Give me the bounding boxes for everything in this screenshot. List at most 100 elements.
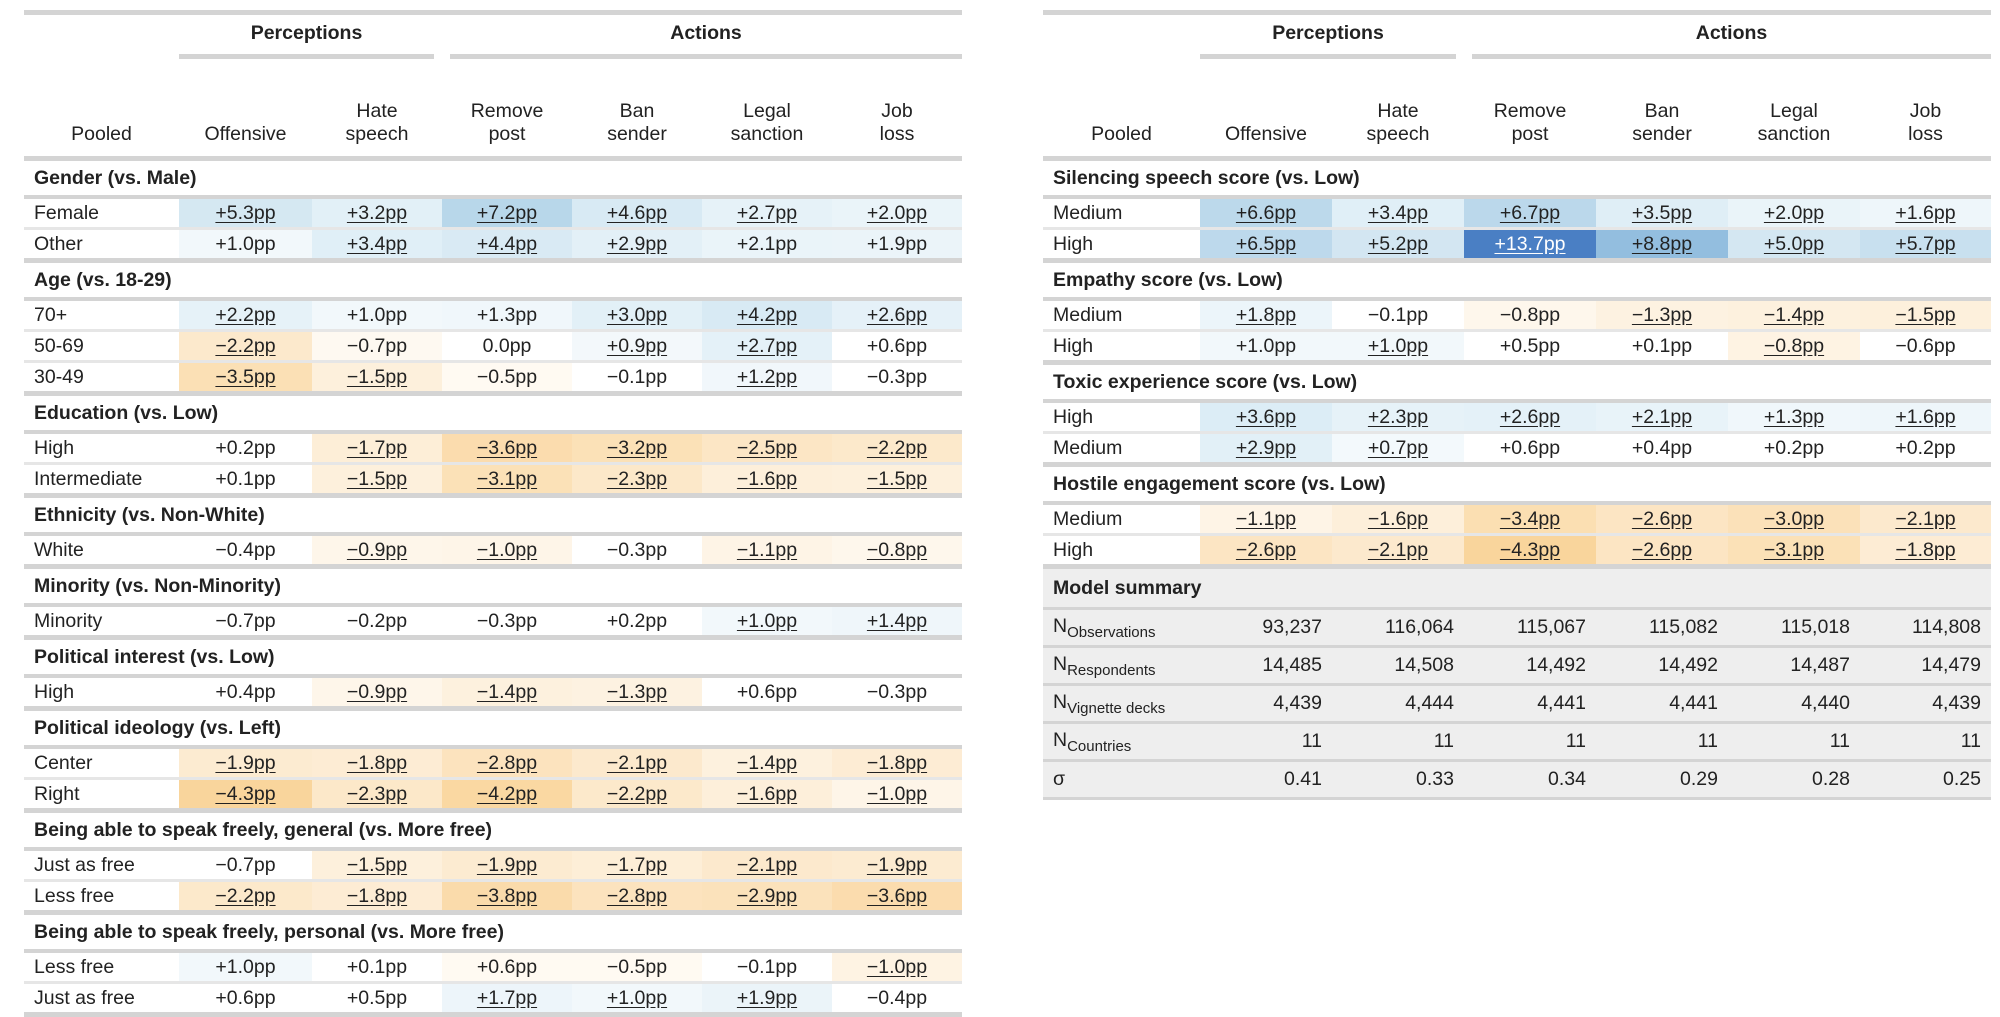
effect-cell: +0.6pp	[702, 676, 832, 711]
effect-cell: +1.2pp	[702, 361, 832, 396]
effect-value: −1.4pp	[476, 680, 538, 703]
effect-value: −2.1pp	[736, 853, 798, 876]
effect-value: −2.1pp	[1367, 538, 1429, 561]
effect-value: −0.7pp	[346, 334, 408, 357]
effect-value: +0.1pp	[1631, 334, 1693, 357]
effect-cell: −0.8pp	[1464, 299, 1596, 332]
column-header-pooled: Pooled	[1043, 65, 1200, 161]
effect-cell: +0.2pp	[1860, 432, 1991, 467]
effect-cell: +0.2pp	[179, 432, 312, 465]
effect-value: −2.5pp	[736, 436, 798, 459]
effect-value: −2.3pp	[346, 782, 408, 805]
summary-header-row: Model summary	[1043, 566, 1991, 610]
summary-row: NObservations 93,237 116,064 115,067 115,082…	[1043, 608, 1991, 648]
summary-label-main: σ	[1053, 768, 1066, 790]
effect-cell: −1.4pp	[442, 676, 572, 711]
column-header: Remove post	[1464, 65, 1596, 161]
effect-cell: +3.4pp	[312, 228, 442, 263]
section-title: Hostile engagement score (vs. Low)	[1043, 464, 1991, 505]
effect-value: −1.4pp	[736, 751, 798, 774]
summary-value: 0.28	[1728, 760, 1860, 800]
section-header-row: Minority (vs. Non-Minority)	[24, 566, 962, 607]
effect-cell: −3.8pp	[442, 880, 572, 915]
group-header-perceptions: Perceptions	[179, 15, 442, 65]
section-header-row: Ethnicity (vs. Non-White)	[24, 495, 962, 536]
effect-value: +5.2pp	[1367, 232, 1429, 255]
effect-cell: −2.2pp	[179, 330, 312, 363]
table-row: 30-49 −3.5pp −1.5pp −0.5pp −0.1pp +1.2pp −0.3p…	[24, 361, 962, 396]
summary-value: 115,067	[1464, 608, 1596, 648]
summary-value: 11	[1464, 722, 1596, 762]
summary-value: 115,018	[1728, 608, 1860, 648]
effect-value: +0.4pp	[1631, 436, 1693, 459]
effect-cell: +13.7pp	[1464, 228, 1596, 263]
effect-value: −3.2pp	[606, 436, 668, 459]
effect-cell: −1.0pp	[832, 778, 962, 813]
effect-cell: +3.5pp	[1596, 197, 1728, 230]
effect-value: +1.7pp	[476, 986, 538, 1009]
effect-cell: −1.8pp	[312, 747, 442, 780]
effect-value: −2.2pp	[606, 782, 668, 805]
summary-value: 114,808	[1860, 608, 1991, 648]
section-title: Political ideology (vs. Left)	[24, 708, 962, 749]
effect-cell: +2.9pp	[572, 228, 702, 263]
effect-value: +2.7pp	[736, 201, 798, 224]
effect-cell: −2.1pp	[1860, 503, 1991, 536]
effect-value: −1.4pp	[1763, 303, 1825, 326]
summary-label-subscript: Vignette decks	[1067, 699, 1166, 717]
row-label: High	[24, 432, 179, 465]
effect-value: −0.4pp	[215, 538, 276, 561]
row-label: High	[1043, 228, 1200, 263]
effect-cell: −1.1pp	[702, 534, 832, 569]
section-header-row: Political interest (vs. Low)	[24, 637, 962, 678]
effect-value: −0.3pp	[866, 680, 928, 703]
effect-value: +4.4pp	[476, 232, 538, 255]
effect-value: −1.5pp	[346, 467, 408, 490]
row-label: 70+	[24, 299, 179, 332]
effect-cell: +1.8pp	[1200, 299, 1332, 332]
effect-cell: +3.0pp	[572, 299, 702, 332]
effect-cell: −2.3pp	[572, 463, 702, 498]
effect-cell: +3.6pp	[1200, 401, 1332, 434]
summary-value: 11	[1728, 722, 1860, 762]
section-title: Political interest (vs. Low)	[24, 637, 962, 678]
effect-cell: +0.4pp	[179, 676, 312, 711]
effect-value: +1.9pp	[866, 232, 928, 255]
model-summary: Model summary NObservations 93,237 116,064 1…	[1043, 566, 1991, 800]
effect-cell: +5.3pp	[179, 197, 312, 230]
effect-value: −1.1pp	[736, 538, 798, 561]
section-title: Being able to speak freely, personal (vs…	[24, 912, 962, 953]
summary-value: 14,508	[1332, 646, 1464, 686]
effect-value: +1.0pp	[346, 303, 408, 326]
column-header-pooled: Pooled	[24, 65, 179, 161]
effect-cell: −0.8pp	[832, 534, 962, 569]
row-label: Less free	[24, 880, 179, 915]
summary-value: 14,485	[1200, 646, 1332, 686]
effect-value: −3.1pp	[1763, 538, 1825, 561]
effect-cell: +0.5pp	[1464, 330, 1596, 365]
effect-cell: −3.0pp	[1728, 503, 1860, 536]
summary-value: 14,487	[1728, 646, 1860, 686]
table-row: Less free +1.0pp +0.1pp +0.6pp −0.5pp −0.1pp −…	[24, 951, 962, 984]
effect-cell: −2.2pp	[179, 880, 312, 915]
effect-value: +3.4pp	[346, 232, 408, 255]
effect-cell: +1.7pp	[442, 982, 572, 1017]
effect-value: −1.5pp	[346, 365, 408, 388]
effect-cell: +1.0pp	[179, 228, 312, 263]
effect-cell: −0.3pp	[832, 361, 962, 396]
effect-cell: −2.8pp	[442, 747, 572, 780]
effect-value: +0.1pp	[215, 467, 276, 490]
group-header-actions: Actions	[442, 15, 962, 65]
effect-cell: −0.7pp	[312, 330, 442, 363]
section-header-row: Empathy score (vs. Low)	[1043, 260, 1991, 301]
row-label: Intermediate	[24, 463, 179, 498]
effect-value: +0.5pp	[1499, 334, 1561, 357]
effect-cell: −1.5pp	[312, 849, 442, 882]
column-header: Remove post	[442, 65, 572, 161]
section-header-row: Silencing speech score (vs. Low)	[1043, 158, 1991, 199]
effect-cell: −2.6pp	[1596, 534, 1728, 569]
summary-label-main: N	[1053, 690, 1068, 713]
effect-cell: +0.9pp	[572, 330, 702, 363]
summary-value: 0.34	[1464, 760, 1596, 800]
effect-value: −2.2pp	[866, 436, 928, 459]
